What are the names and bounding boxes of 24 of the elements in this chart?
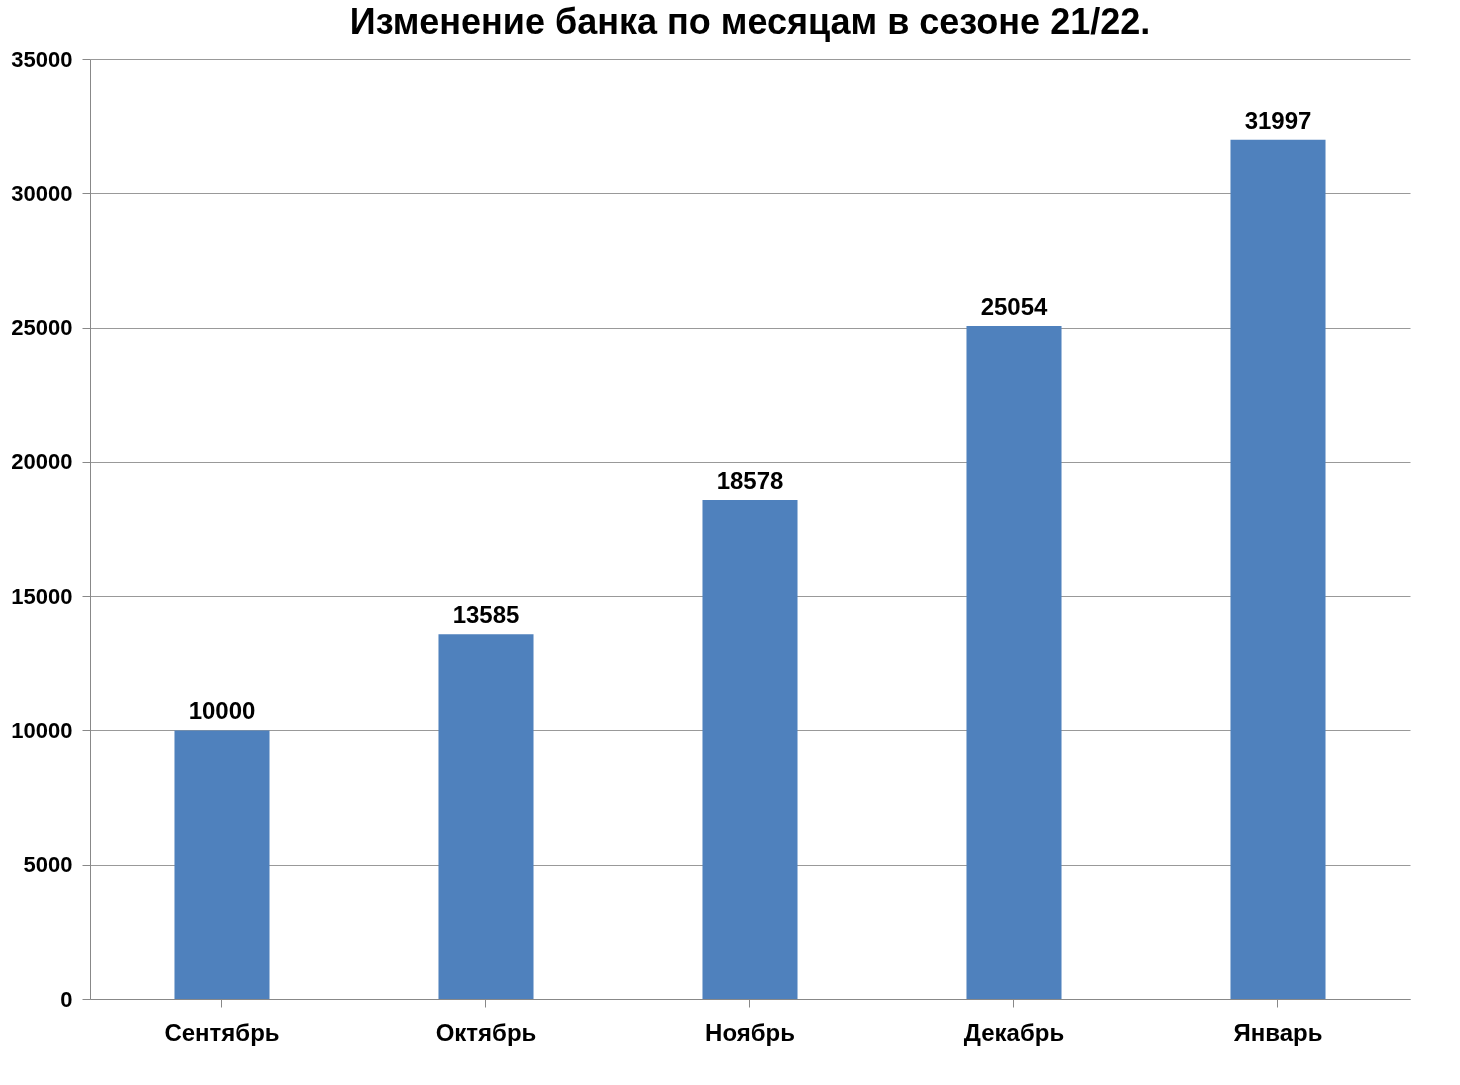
bar <box>1230 139 1326 999</box>
data-label: 10000 <box>188 697 256 725</box>
data-label: 13585 <box>452 601 520 629</box>
data-label: 18578 <box>716 467 784 495</box>
y-tick-label: 35000 <box>11 46 73 72</box>
x-tick-label: Октябрь <box>435 1018 537 1046</box>
data-label: 31997 <box>1244 106 1312 134</box>
y-tick-label: 0 <box>60 986 73 1012</box>
x-tick-label: Ноябрь <box>705 1018 795 1046</box>
bar <box>174 730 270 999</box>
y-tick-label: 20000 <box>11 449 73 475</box>
bar <box>702 500 798 999</box>
chart-title: Изменение банка по месяцам в сезоне 21/22. <box>349 1 1151 42</box>
bar <box>966 326 1062 999</box>
y-tick-label: 5000 <box>23 852 73 878</box>
y-tick-label: 15000 <box>11 583 73 609</box>
data-label: 25054 <box>980 293 1049 321</box>
x-tick-label: Декабрь <box>963 1018 1065 1046</box>
x-tick-label: Январь <box>1233 1018 1323 1046</box>
x-tick-label: Сентябрь <box>164 1018 280 1046</box>
y-tick-label: 10000 <box>11 717 73 743</box>
y-tick-label: 25000 <box>11 315 73 341</box>
y-tick-label: 30000 <box>11 180 73 206</box>
bar <box>438 634 534 999</box>
